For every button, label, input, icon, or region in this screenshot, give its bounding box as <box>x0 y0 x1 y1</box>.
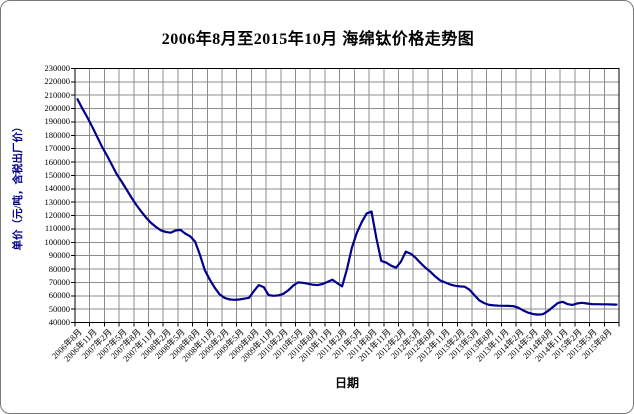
y-tick-label: 170000 <box>44 143 71 154</box>
y-tick-label: 100000 <box>44 236 71 247</box>
y-tick-label: 40000 <box>48 317 70 327</box>
price-line <box>76 98 618 316</box>
y-tick-label: 150000 <box>44 169 71 180</box>
plot-border <box>74 68 620 323</box>
y-tick-label: 180000 <box>44 129 71 140</box>
x-axis-title: 日期 <box>334 376 359 390</box>
y-tick-label: 90000 <box>48 250 70 261</box>
y-tick-label: 140000 <box>44 183 71 194</box>
y-tick-label: 190000 <box>44 116 71 127</box>
y-tick-label: 160000 <box>44 156 71 167</box>
y-tick-label: 130000 <box>44 196 71 207</box>
y-tick-label: 230000 <box>44 63 71 73</box>
y-tick-label: 200000 <box>44 103 71 114</box>
y-tick-label: 220000 <box>44 76 71 87</box>
y-tick-label: 70000 <box>48 276 70 287</box>
y-tick-label: 50000 <box>48 303 70 314</box>
y-tick-label: 60000 <box>48 290 70 301</box>
chart-title: 2006年8月至2015年10月 海绵钛价格走势图 <box>161 31 475 48</box>
y-tick-label: 120000 <box>44 210 71 221</box>
y-tick-label: 110000 <box>44 223 70 234</box>
y-tick-label: 210000 <box>44 89 71 100</box>
y-tick-label: 80000 <box>48 263 70 274</box>
